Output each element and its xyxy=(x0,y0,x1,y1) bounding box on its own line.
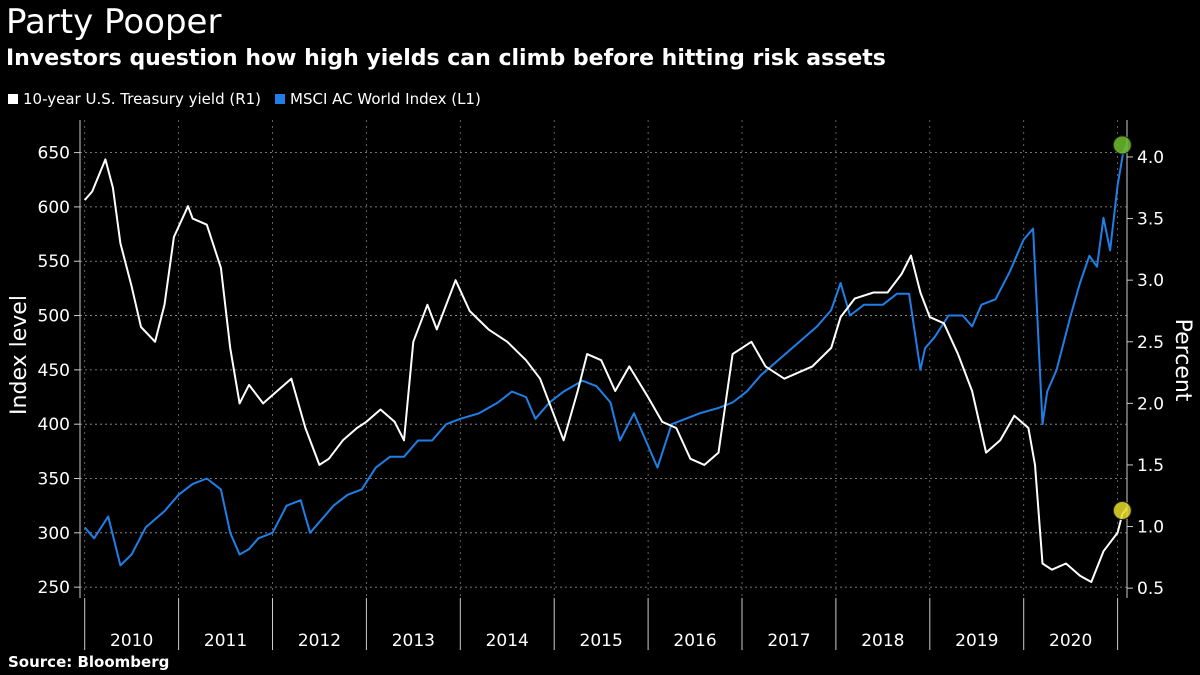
y-left-tick-label: 450 xyxy=(38,361,70,381)
y-left-tick-label: 550 xyxy=(38,252,70,272)
y-left-tick-label: 500 xyxy=(38,307,70,327)
y-right-tick-label: 3.0 xyxy=(1137,271,1164,291)
y-right-tick-label: 2.5 xyxy=(1137,333,1164,353)
y-right-tick-label: 3.5 xyxy=(1137,210,1164,230)
gridlines xyxy=(80,120,1127,598)
y-right-tick-label: 0.5 xyxy=(1137,579,1164,599)
x-tick-label: 2017 xyxy=(767,631,810,651)
legend-swatch-yield xyxy=(8,94,18,104)
y-left-tick-label: 600 xyxy=(38,198,70,218)
x-tick-label: 2014 xyxy=(486,631,529,651)
end-markers xyxy=(1112,135,1132,521)
y-left-tick-label: 650 xyxy=(38,144,70,164)
chart-subtitle: Investors question how high yields can c… xyxy=(6,46,886,71)
y-right-tick-label: 2.0 xyxy=(1137,394,1164,414)
y-right-tick-label: 4.0 xyxy=(1137,148,1164,168)
y-left-tick-label: 250 xyxy=(38,578,70,598)
legend: 10-year U.S. Treasury yield (R1) MSCI AC… xyxy=(8,90,481,108)
x-tick-label: 2016 xyxy=(673,631,716,651)
x-tick-label: 2020 xyxy=(1049,631,1092,651)
legend-item-msci: MSCI AC World Index (L1) xyxy=(275,90,481,108)
end-marker-yield xyxy=(1112,501,1132,521)
x-tick-label: 2012 xyxy=(298,631,341,651)
x-tick-label: 2015 xyxy=(580,631,623,651)
y-left-tick-label: 400 xyxy=(38,415,70,435)
y-right-axis-label: Percent xyxy=(1170,319,1195,402)
series-line-msci-acwi xyxy=(83,143,1128,567)
source-note: Source: Bloomberg xyxy=(8,653,170,671)
legend-label-msci: MSCI AC World Index (L1) xyxy=(290,90,481,108)
y-left-axis-label: Index level xyxy=(7,295,32,415)
series-lines xyxy=(83,143,1128,583)
y-right-tick-label: 1.0 xyxy=(1137,518,1164,538)
y-right-tick-label: 1.5 xyxy=(1137,456,1164,476)
y-left-tick-label: 350 xyxy=(38,470,70,490)
legend-label-yield: 10-year U.S. Treasury yield (R1) xyxy=(23,90,262,108)
chart-title: Party Pooper xyxy=(6,2,222,42)
series-line-treasury-yield xyxy=(83,158,1128,583)
x-tick-label: 2013 xyxy=(392,631,435,651)
end-marker-msci xyxy=(1112,135,1132,155)
x-tick-label: 2010 xyxy=(110,631,153,651)
legend-swatch-msci xyxy=(275,94,286,104)
x-tick-label: 2019 xyxy=(955,631,998,651)
y-left-tick-label: 300 xyxy=(38,524,70,544)
x-tick-label: 2011 xyxy=(204,631,247,651)
axes: 250 300 350 400 450 500 550 600 650 0.5 1.0 1.5 2.0 2… xyxy=(38,120,1164,651)
legend-item-yield: 10-year U.S. Treasury yield (R1) xyxy=(8,90,261,108)
x-tick-label: 2018 xyxy=(861,631,904,651)
